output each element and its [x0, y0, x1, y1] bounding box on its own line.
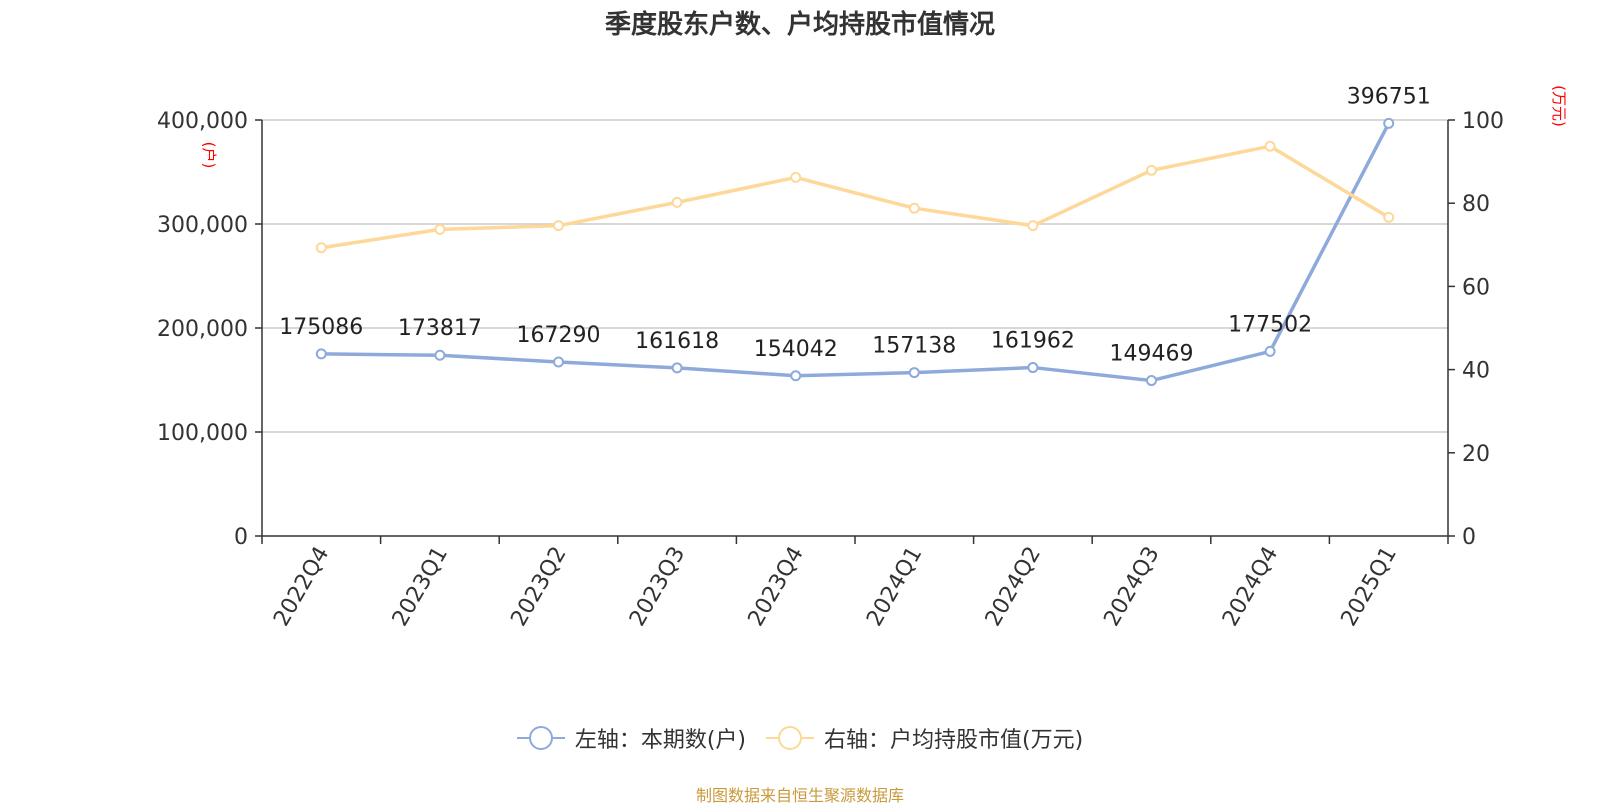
data-label: 177502	[1228, 312, 1312, 337]
left-axis-tick-label: 0	[234, 525, 248, 550]
legend-swatch-right-icon	[766, 726, 814, 750]
data-point-right	[1027, 220, 1039, 232]
data-point-right	[553, 220, 564, 232]
data-point-left	[1146, 375, 1157, 387]
right-axis-tick-label: 40	[1462, 359, 1490, 384]
left-axis-tick-label: 200,000	[157, 317, 248, 342]
data-point-right	[1264, 140, 1276, 152]
x-axis-tick-label: 2024Q2	[981, 543, 1046, 631]
data-label: 175086	[279, 315, 363, 340]
legend-item-left-series[interactable]: 左轴：本期数(户)	[516, 722, 746, 754]
data-point-right	[671, 196, 683, 208]
data-label: 173817	[398, 316, 482, 341]
left-axis-tick-label: 400,000	[157, 109, 248, 134]
right-axis-tick-label: 100	[1462, 109, 1504, 134]
series-line-right	[321, 144, 1390, 250]
data-point-right	[908, 202, 920, 214]
right-axis-tick-label: 80	[1462, 192, 1490, 217]
data-label: 149469	[1110, 342, 1194, 367]
data-point-right	[434, 223, 446, 235]
data-point-left	[1264, 345, 1276, 357]
x-axis-tick-label: 2023Q3	[625, 543, 690, 631]
data-point-left	[671, 362, 683, 374]
data-label: 396751	[1347, 84, 1431, 109]
chart-plot: 0 100,000 200,000 300,000 400,000 0 20 40 60 80 10…	[157, 84, 1568, 631]
right-axis-tick-label: 0	[1462, 525, 1476, 550]
data-label: 157138	[872, 334, 956, 359]
x-axis-tick-label: 2024Q3	[1099, 543, 1164, 631]
data-label: 154042	[754, 337, 838, 362]
right-axis-tick-label: 20	[1462, 442, 1490, 467]
x-axis-tick-label: 2023Q1	[388, 543, 453, 631]
data-point-right	[1146, 164, 1157, 176]
data-label: 167290	[517, 323, 601, 348]
data-point-left	[315, 348, 327, 360]
data-point-left	[790, 370, 802, 382]
legend-label-right-series: 右轴：户均持股市值(万元)	[824, 728, 1084, 753]
legend: 左轴：本期数(户) 右轴：户均持股市值(万元)	[0, 722, 1600, 754]
data-point-right	[1383, 211, 1395, 223]
data-point-right	[790, 171, 802, 183]
source-note: 制图数据来自恒生聚源数据库	[695, 786, 904, 805]
left-axis-unit-label: (户)	[200, 142, 218, 169]
data-point-left	[1027, 362, 1039, 374]
x-axis-tick-label: 2025Q1	[1337, 543, 1402, 631]
data-point-left	[1383, 117, 1395, 129]
data-label: 161618	[635, 329, 719, 354]
x-axis-tick-label: 2024Q4	[1218, 543, 1283, 631]
series-line-left	[321, 122, 1391, 383]
x-axis-tick-label: 2023Q2	[506, 543, 571, 631]
data-point-left	[553, 356, 564, 368]
left-axis-tick-label: 100,000	[157, 421, 248, 446]
chart-title: 季度股东户数、户均持股市值情况	[604, 10, 995, 40]
data-point-right	[315, 242, 327, 254]
legend-item-right-series[interactable]: 右轴：户均持股市值(万元)	[766, 722, 1083, 754]
x-axis-tick-label: 2022Q4	[269, 543, 334, 631]
data-point-left	[908, 367, 920, 379]
x-axis-tick-label: 2024Q1	[862, 543, 927, 631]
data-label: 161962	[991, 329, 1075, 354]
right-axis-unit-label: (万元)	[1550, 85, 1568, 127]
data-point-left	[434, 349, 446, 361]
legend-swatch-left-icon	[516, 726, 565, 750]
left-axis-tick-label: 300,000	[157, 213, 248, 238]
right-axis-tick-label: 60	[1462, 275, 1490, 300]
x-axis-tick-label: 2023Q4	[744, 543, 809, 631]
legend-label-left-series: 左轴：本期数(户)	[574, 728, 746, 753]
